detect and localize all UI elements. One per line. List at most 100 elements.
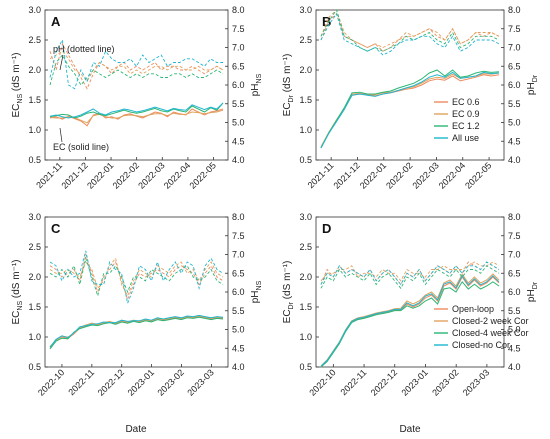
y2-tick-label: 7.5 (232, 231, 245, 241)
y-tick-label: 1.0 (28, 125, 41, 135)
y2-tick-label: 6.5 (232, 61, 245, 71)
y-axis-label: ECDr (dS m⁻¹) (282, 261, 295, 324)
x-tick-label: 2023-03 (185, 367, 215, 397)
y2-tick-label: 8.0 (232, 5, 245, 15)
x-axis-label-left: Date (125, 424, 147, 435)
series-line-ph-tan (320, 261, 500, 282)
series-line-ec-blue (49, 102, 224, 119)
y-tick-label: 1.5 (28, 302, 41, 312)
y-tick-label: 1.0 (299, 125, 312, 135)
y-axis-label: ECNS (dS m⁻¹) (11, 52, 24, 117)
y2-tick-label: 4.0 (508, 362, 521, 372)
y2-tick-label: 6.5 (508, 61, 521, 71)
x-tick-label: 2022-02 (111, 160, 141, 190)
series-line-ph-blue (49, 250, 224, 305)
panel-b: 0.5 1.0 1.5 2.0 2.5 3.0 4.0 4.5 5.0 5.5 6.0 6.5 7.0 7… (282, 5, 539, 191)
annotation-ph: pH (dotted line) (53, 44, 115, 54)
y2-tick-label: 6.0 (508, 287, 521, 297)
x-tick-label: 2023-02 (155, 367, 185, 397)
annotation-arrow (59, 127, 63, 143)
x-tick-label: 2022-03 (410, 160, 440, 190)
x-tick-label: 2021-12 (331, 160, 361, 190)
x-tick-label: 2022-12 (96, 367, 126, 397)
panel-d: 0.5 1.0 1.5 2.0 2.5 3.0 4.0 4.5 5.0 5.5 6.0 6.5 7.0 7… (282, 212, 539, 398)
y-tick-label: 2.0 (28, 272, 41, 282)
legend-label: EC 1.2 (452, 121, 480, 131)
x-tick-label: 2023-02 (430, 367, 460, 397)
y2-tick-label: 4.5 (508, 136, 521, 146)
series-line-ec-green (320, 69, 500, 149)
y2-tick-label: 6.0 (232, 287, 245, 297)
y2-tick-label: 4.5 (508, 343, 521, 353)
y-tick-label: 2.5 (28, 242, 41, 252)
x-tick-label: 2022-11 (339, 367, 369, 397)
series-line-ph-green (320, 265, 500, 290)
series-line-ec-green (49, 316, 224, 350)
y-tick-label: 3.0 (299, 212, 312, 222)
series-line-ph-blue (320, 12, 500, 56)
y-tick-label: 0.5 (299, 362, 312, 372)
y-tick-label: 1.0 (28, 332, 41, 342)
y2-tick-label: 8.0 (508, 5, 521, 15)
y2-tick-label: 8.0 (232, 212, 245, 222)
x-tick-label: 2022-05 (463, 160, 493, 190)
x-tick-label: 2022-02 (384, 160, 414, 190)
y2-tick-label: 7.0 (232, 250, 245, 260)
y-tick-label: 0.5 (28, 362, 41, 372)
y2-tick-label: 7.5 (232, 24, 245, 34)
x-tick-label: 2022-01 (85, 160, 115, 190)
series-line-ph-orange (320, 12, 500, 52)
y2-tick-label: 5.5 (232, 306, 245, 316)
y2-tick-label: 6.0 (232, 80, 245, 90)
legend-label: Closed-no Cor (452, 340, 510, 350)
series-line-ph-tan (320, 9, 500, 48)
y2-tick-label: 4.0 (508, 155, 521, 165)
y-tick-label: 1.5 (299, 95, 312, 105)
series-line-ph-tan (49, 257, 224, 297)
y2-tick-label: 5.0 (232, 325, 245, 335)
y-tick-label: 2.0 (299, 65, 312, 75)
x-tick-label: 2022-04 (437, 160, 467, 190)
y-tick-label: 2.0 (28, 65, 41, 75)
y2-axis-label: pHDr (526, 281, 539, 302)
series-line-ec-orange (49, 108, 224, 127)
y-axis-label: ECNS (dS m⁻¹) (11, 259, 24, 324)
series-line-ec-green (49, 102, 224, 119)
panel-c: 0.5 1.0 1.5 2.0 2.5 3.0 4.0 4.5 5.0 5.5 6.0 6.5 7.0 7… (11, 212, 263, 398)
y-tick-label: 3.0 (28, 212, 41, 222)
y2-tick-label: 4.5 (232, 136, 245, 146)
x-tick-label: 2021-12 (59, 160, 89, 190)
y-tick-label: 1.5 (299, 302, 312, 312)
series-line-ph-orange (49, 252, 224, 301)
x-tick-label: 2022-01 (358, 160, 388, 190)
y2-tick-label: 5.5 (508, 99, 521, 109)
y2-tick-label: 7.5 (508, 24, 521, 34)
legend-label: EC 0.9 (452, 109, 480, 119)
y-axis-label: ECDr (dS m⁻¹) (282, 54, 295, 117)
y2-tick-label: 5.5 (508, 306, 521, 316)
series-line-ec-tan (49, 109, 224, 124)
y2-tick-label: 4.0 (232, 362, 245, 372)
x-tick-label: 2022-12 (369, 367, 399, 397)
series-line-ec-blue (320, 274, 500, 367)
y2-tick-label: 4.0 (232, 155, 245, 165)
series-line-ec-blue (49, 314, 224, 348)
y2-axis-label: pHNS (250, 73, 263, 96)
series-line-ec-green (320, 280, 500, 368)
series-line-ph-green (320, 8, 500, 52)
y-tick-label: 1.0 (299, 332, 312, 342)
y2-tick-label: 6.5 (508, 268, 521, 278)
y-tick-label: 2.5 (28, 35, 41, 45)
legend-label: EC 0.6 (452, 97, 480, 107)
y-tick-label: 2.0 (299, 272, 312, 282)
y-tick-label: 0.5 (299, 155, 312, 165)
x-tick-label: 2022-04 (162, 160, 192, 190)
y2-tick-label: 7.0 (508, 250, 521, 260)
y2-tick-label: 5.0 (232, 118, 245, 128)
x-tick-label: 2023-03 (461, 367, 491, 397)
y-tick-label: 3.0 (299, 5, 312, 15)
panel-letter: D (322, 221, 331, 236)
annotation-ec: EC (solid line) (53, 142, 109, 152)
legend-label: All use (452, 133, 479, 143)
y2-tick-label: 6.0 (508, 80, 521, 90)
